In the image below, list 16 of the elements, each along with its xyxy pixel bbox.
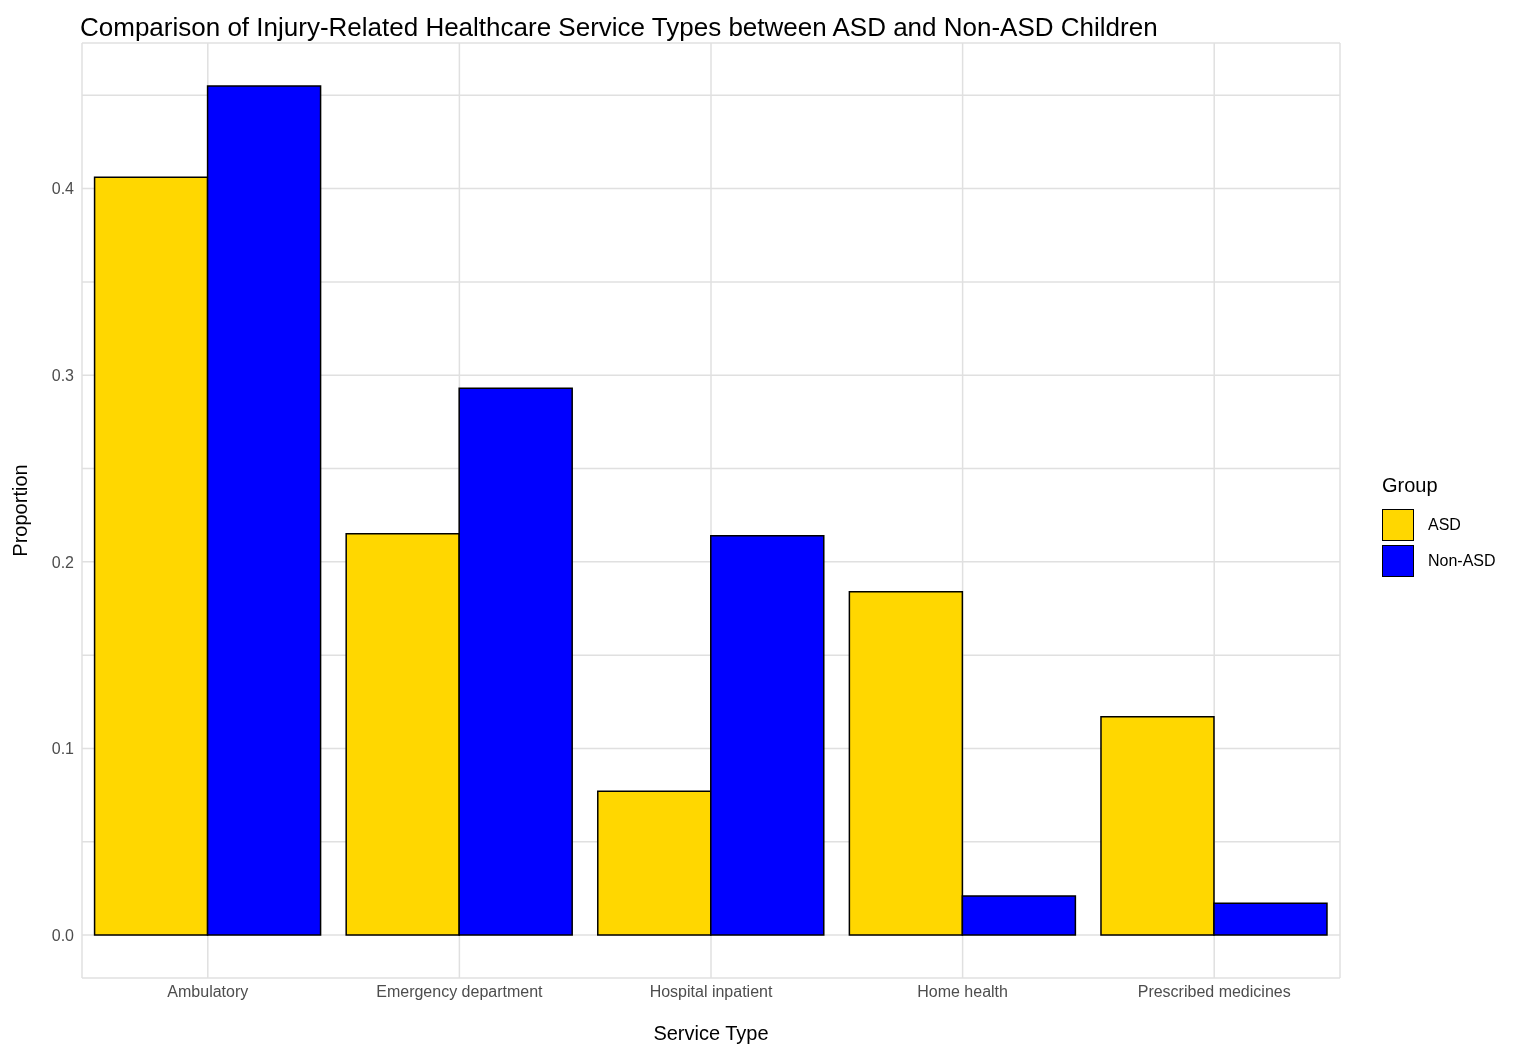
y-tick-label: 0.4	[51, 180, 75, 198]
x-tick-label: Prescribed medicines	[1137, 983, 1291, 1001]
x-tick-label: Hospital inpatient	[649, 983, 773, 1001]
chart-title: Comparison of Injury-Related Healthcare Service Types between ASD and Non-ASD Children	[80, 12, 1158, 43]
legend-title: Group	[1382, 474, 1439, 497]
x-tick-label: Emergency department	[376, 983, 544, 1001]
y-axis-title: Proportion	[9, 464, 32, 557]
x-tick-label: Ambulatory	[167, 983, 249, 1001]
x-axis-title: Service Type	[653, 1022, 769, 1044]
y-tick-label: 0.1	[51, 740, 75, 758]
y-tick-label: 0.2	[51, 553, 75, 571]
x-tick-label: Home health	[917, 983, 1008, 1001]
legend-label: Non-ASD	[1428, 552, 1496, 570]
y-tick-label: 0.3	[51, 366, 75, 384]
legend-label: ASD	[1428, 516, 1461, 534]
y-tick-label: 0.0	[51, 926, 75, 944]
